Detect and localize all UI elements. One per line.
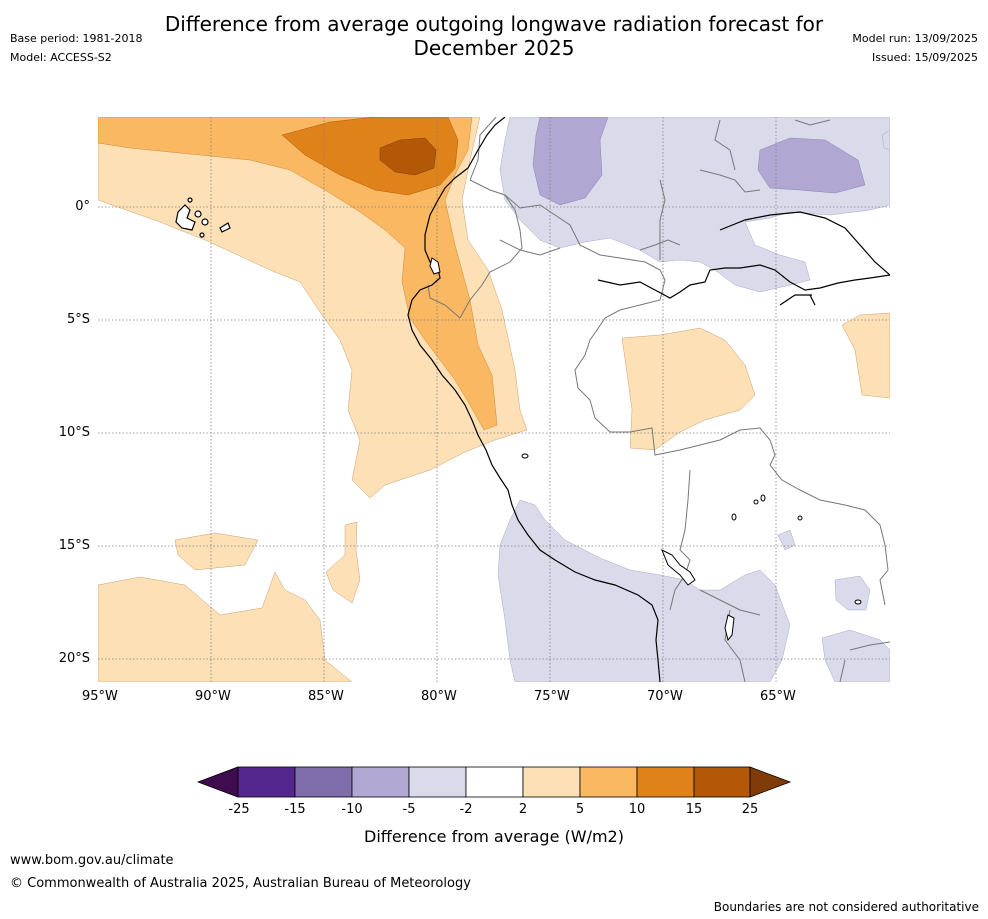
- colorbar-tick-7: 10: [628, 802, 646, 817]
- footer-url: www.bom.gov.au/climate: [10, 853, 174, 868]
- lon-tick-0: 95°W: [82, 689, 118, 704]
- lat-tick-2: 10°S: [58, 425, 90, 440]
- colorbar-tick-3: -5: [402, 802, 416, 817]
- anomaly-blob-east: [841, 312, 890, 399]
- footer-copyright: © Commonwealth of Australia 2025, Austra…: [10, 876, 471, 891]
- lon-tick-6: 65°W: [760, 689, 796, 704]
- colorbar-bin-7: [579, 766, 638, 798]
- coastline: [407, 117, 890, 682]
- map-area: [98, 117, 890, 682]
- anomaly-blob-pacific-2: [325, 521, 361, 604]
- colorbar-extend-low: [196, 766, 239, 798]
- footer-disclaimer: Boundaries are not considered authoritat…: [713, 900, 979, 914]
- colorbar-tick-8: 15: [685, 802, 703, 817]
- anomaly-blob-south-east-2: [821, 629, 890, 682]
- lon-tick-3: 80°W: [421, 689, 457, 704]
- anomaly-region-minus2-to-minus5-south: [497, 499, 791, 682]
- galapagos-islands: [175, 197, 231, 238]
- anomaly-region-minus5-to-minus10-northeast: [757, 137, 866, 194]
- lon-tick-5: 70°W: [647, 689, 683, 704]
- anomaly-region-15-to-25: [379, 137, 437, 176]
- colorbar-bin-3: [351, 766, 410, 798]
- anomaly-blob-east-edge: [881, 129, 890, 151]
- title-line-1: Difference from average outgoing longwav…: [164, 12, 824, 36]
- small-water-bodies: [429, 257, 862, 642]
- anomaly-region-5-to-10: [98, 117, 498, 431]
- title-line-2: December 2025: [413, 36, 575, 60]
- colorbar: [196, 766, 792, 798]
- colorbar-bin-2: [294, 766, 353, 798]
- lat-tick-4: 20°S: [58, 651, 90, 666]
- colorbar-tick-6: 5: [575, 802, 585, 817]
- anomaly-blob-south-east-3: [777, 529, 796, 551]
- lon-tick-2: 85°W: [308, 689, 344, 704]
- gridlines: [98, 117, 890, 682]
- anomaly-region-minus5-to-minus10-north: [532, 117, 609, 206]
- country-borders: [427, 117, 890, 682]
- colorbar-extend-high: [749, 766, 792, 798]
- colorbar-tick-9: 25: [741, 802, 759, 817]
- colorbar-bin-4: [408, 766, 467, 798]
- lat-tick-1: 5°S: [66, 312, 90, 327]
- colorbar-bin-6: [522, 766, 581, 798]
- colorbar-bin-9: [693, 766, 751, 798]
- colorbar-tick-0: -25: [228, 802, 250, 817]
- map-title: Difference from average outgoing longwav…: [0, 12, 988, 60]
- anomaly-region-10-to-15: [281, 117, 459, 196]
- lon-tick-1: 90°W: [195, 689, 231, 704]
- anomaly-blob-pacific-3: [98, 571, 353, 682]
- colorbar-bin-5: [465, 766, 524, 798]
- lon-tick-4: 75°W: [534, 689, 570, 704]
- base-period-text: Base period: 1981-2018: [10, 32, 143, 45]
- anomaly-blob-pacific-1: [174, 532, 259, 571]
- colorbar-bin-8: [636, 766, 695, 798]
- colorbar-tick-5: 2: [518, 802, 528, 817]
- colorbar-label: Difference from average (W/m2): [364, 827, 624, 846]
- lat-tick-0: 0°: [75, 199, 90, 214]
- colorbar-bin-1: [237, 766, 296, 798]
- colorbar-tick-1: -15: [284, 802, 306, 817]
- lat-tick-3: 15°S: [58, 538, 90, 553]
- model-run-text: Model run: 13/09/2025: [852, 32, 978, 45]
- colorbar-tick-2: -10: [341, 802, 363, 817]
- model-text: Model: ACCESS-S2: [10, 51, 112, 64]
- issued-text: Issued: 15/09/2025: [871, 51, 978, 64]
- colorbar-tick-4: -2: [459, 802, 473, 817]
- anomaly-blob-central-brazil: [621, 327, 756, 451]
